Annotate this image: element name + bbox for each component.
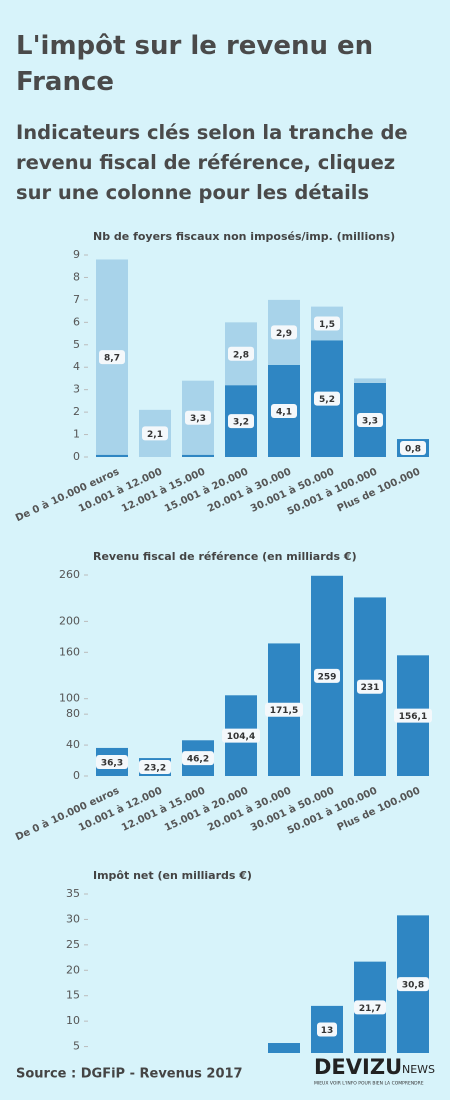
y-tick-label: 10 [66, 1014, 80, 1027]
value-label-bg [228, 414, 254, 429]
value-label-bg [96, 754, 128, 769]
y-tick-label: 7 [73, 293, 80, 306]
value-label: 3,3 [362, 416, 378, 426]
y-tick-label: 9 [73, 248, 80, 261]
value-label: 2,1 [147, 430, 163, 440]
bar [268, 1043, 300, 1053]
y-tick-label: 20 [66, 963, 80, 976]
chart: 13 21,7 30,8 [268, 915, 429, 1053]
value-label: 171,5 [270, 706, 298, 716]
value-label: 23,2 [144, 764, 166, 774]
bar-segment [182, 454, 214, 457]
y-tick-label: 0 [73, 450, 80, 463]
y-tick-label: 25 [66, 938, 80, 951]
y-tick-label: 100 [59, 692, 80, 705]
logo-suffix: NEWS [402, 1063, 435, 1076]
value-label-bg [394, 708, 432, 723]
value-label: 1,5 [319, 320, 335, 330]
y-tick-label: 1 [73, 428, 80, 441]
y-tick-label: 3 [73, 383, 80, 396]
value-label: 0,8 [405, 445, 421, 455]
chart: 3,2 4,1 5,2 3,3 0,8 8,7 2,1 3,3 2,8 2,9 1,5 [96, 259, 429, 457]
subtitle: Indicateurs clés selon la tranche de rev… [16, 121, 408, 204]
value-label: 13 [321, 1026, 334, 1036]
value-label-bg [357, 412, 383, 427]
y-tick-label: 5 [73, 1040, 80, 1053]
source: Source : DGFiP - Revenus 2017 [16, 1067, 243, 1082]
value-label-bg [271, 325, 297, 340]
chart-title: Impôt net (en milliards €) [93, 869, 252, 882]
y-tick-label: 260 [59, 568, 80, 581]
value-label-bg [397, 977, 429, 992]
value-label: 231 [361, 683, 380, 693]
value-label: 3,2 [233, 418, 249, 428]
y-tick-label: 160 [59, 645, 80, 658]
value-label: 4,1 [276, 407, 292, 417]
y-tick-label: 2 [73, 405, 80, 418]
bar [397, 915, 429, 1053]
y-tick-label: 200 [59, 614, 80, 627]
chart-title: Revenu fiscal de référence (en milliards… [93, 550, 357, 563]
y-tick-label: 0 [73, 769, 80, 782]
bar-segment [354, 378, 386, 383]
value-label: 2,9 [276, 329, 292, 339]
value-label-bg [271, 403, 297, 418]
value-label-bg [228, 346, 254, 361]
value-label: 36,3 [101, 758, 123, 768]
y-tick-label: 15 [66, 989, 80, 1002]
logo: DEVIZU [314, 1055, 402, 1079]
value-label-bg [142, 426, 168, 441]
value-label-bg [314, 668, 340, 683]
value-label-bg [354, 1000, 386, 1015]
value-label-bg [139, 760, 171, 775]
value-label: 8,7 [104, 354, 120, 364]
y-tick-label: 4 [73, 360, 80, 373]
y-tick-label: 80 [66, 707, 80, 720]
y-tick-label: 40 [66, 738, 80, 751]
value-label: 104,4 [227, 732, 255, 742]
title: L'impôt sur le revenu en France [16, 31, 374, 97]
chart-title: Nb de foyers fiscaux non imposés/imp. (m… [93, 230, 395, 243]
value-label-bg [185, 410, 211, 425]
value-label-bg [99, 350, 125, 365]
value-label-bg [182, 751, 214, 766]
value-label: 30,8 [402, 981, 424, 991]
y-tick-label: 8 [73, 270, 80, 283]
value-label: 46,2 [187, 755, 209, 765]
y-tick-label: 6 [73, 315, 80, 328]
value-label-bg [314, 391, 340, 406]
tagline: MIEUX VOIR L'INFO POUR BIEN LA COMPRENDR… [314, 1081, 424, 1087]
value-label-bg [317, 1022, 337, 1037]
value-label-bg [357, 679, 383, 694]
y-tick-label: 35 [66, 887, 80, 900]
value-label: 5,2 [319, 395, 335, 405]
value-label: 3,3 [190, 414, 206, 424]
value-label-bg [400, 441, 426, 456]
value-label: 156,1 [399, 712, 427, 722]
chart: 36,3 23,2 46,2 104,4 171,5 259 231 156,1 [96, 575, 432, 776]
value-label: 21,7 [359, 1004, 381, 1014]
value-label: 259 [318, 672, 337, 682]
value-label-bg [222, 728, 260, 743]
bar-segment [96, 454, 128, 457]
value-label-bg [314, 316, 340, 331]
y-tick-label: 5 [73, 338, 80, 351]
value-label: 2,8 [233, 350, 249, 360]
value-label-bg [265, 702, 303, 717]
y-tick-label: 30 [66, 912, 80, 925]
